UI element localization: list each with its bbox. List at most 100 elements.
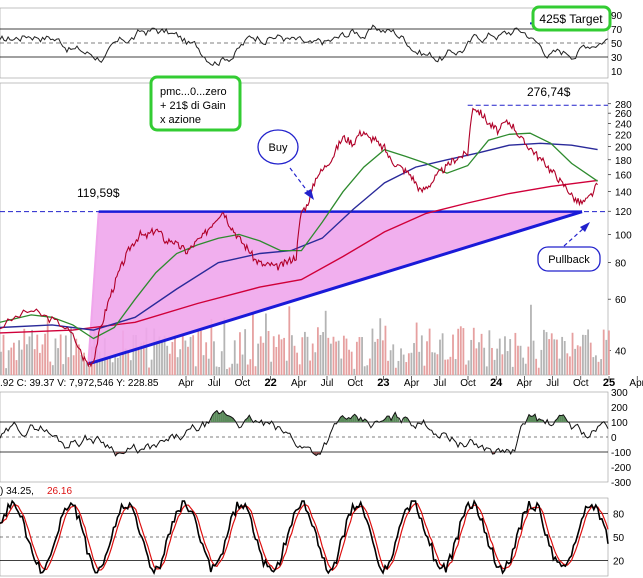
volume-bar [537, 367, 540, 375]
level-high-label: 276,74$ [527, 85, 571, 99]
volume-bar [309, 360, 311, 375]
pullback-arrow-line [563, 227, 585, 247]
volume-bar [322, 332, 324, 375]
volume-bar [142, 341, 145, 375]
trendline [87, 210, 583, 366]
volume-bar [366, 365, 369, 375]
osc-positive-fill [530, 416, 534, 422]
volume-bar [111, 362, 114, 375]
volume-bar [98, 351, 101, 375]
volume-bar [296, 352, 299, 375]
x-tick-label: 22 [264, 377, 276, 389]
volume-bar [597, 361, 600, 375]
volume-bar [358, 337, 361, 375]
volume-bar [345, 338, 348, 375]
volume-bar [174, 334, 176, 375]
volume-bar [587, 329, 590, 375]
volume-bar [192, 335, 195, 375]
volume-bar [155, 340, 158, 375]
volume-bar [28, 336, 31, 375]
volume-bar [20, 349, 23, 375]
pullback-label: Pullback [548, 254, 590, 266]
volume-bar [493, 359, 496, 375]
volume-bar [517, 345, 519, 375]
volume-bar [563, 340, 566, 375]
volume-bar [33, 349, 36, 375]
osc-tick: 100 [611, 418, 628, 429]
volume-bar [161, 340, 163, 375]
price-tick: 220 [615, 130, 632, 141]
x-tick-label: Oct [235, 378, 251, 389]
volume-bar [379, 318, 382, 375]
volume-bar [197, 328, 200, 375]
volume-bar [179, 349, 182, 375]
volume-bar [595, 355, 597, 375]
volume-bar [150, 359, 153, 375]
sma-mid-line [0, 142, 598, 331]
volume-bar [426, 341, 428, 375]
volume-bar [436, 354, 439, 375]
volume-bar [400, 348, 402, 375]
osc-positive-fill [346, 417, 349, 422]
price-tick: 280 [615, 100, 632, 111]
volume-bar [394, 367, 397, 375]
volume-bar [83, 352, 85, 375]
volume-bar [88, 365, 91, 375]
rsi-line [0, 24, 609, 67]
volume-bar [548, 339, 551, 375]
volume-bar [410, 352, 413, 375]
volume-bar [31, 329, 33, 375]
volume-bar [249, 359, 252, 375]
volume-bar [18, 340, 20, 375]
x-tick-label: 24 [490, 377, 503, 389]
volume-bar [353, 368, 356, 375]
volume-bar [561, 336, 564, 375]
volume-bar [405, 362, 408, 375]
volume-bar [589, 342, 592, 375]
rsi-panel: 90 70 50 30 10 [0, 7, 623, 79]
volume-bar [397, 360, 400, 375]
volume-bar [80, 354, 83, 375]
volume-bar [584, 335, 587, 375]
note-line-1: pmc...0...zero [160, 86, 227, 98]
volume-bar [140, 342, 143, 375]
x-tick-label: Oct [573, 378, 589, 389]
stoch-header-value: 26.16 [47, 486, 72, 497]
volume-bar [41, 344, 44, 375]
volume-bar [278, 334, 280, 375]
volume-bar [44, 333, 46, 375]
osc-tick: 0 [611, 433, 617, 444]
volume-bar [291, 335, 293, 375]
volume-bar [101, 358, 104, 375]
rsi-tick: 50 [611, 39, 623, 50]
rsi-tick: 70 [611, 25, 623, 36]
volume-bar [441, 333, 444, 375]
volume-bar [293, 345, 296, 375]
osc-line [0, 409, 609, 457]
volume-bar [342, 335, 345, 375]
volume-bar [127, 350, 130, 375]
volume-bar [46, 319, 49, 375]
osc-tick: -100 [611, 448, 631, 459]
volume-bar [181, 335, 184, 375]
volume-bar [194, 366, 197, 375]
pullback-callout: Pullback [537, 222, 601, 272]
volume-bar [462, 328, 465, 375]
note-box: pmc...0...zero + 21$ di Gain x azione [149, 75, 242, 132]
volume-bar [280, 339, 283, 375]
volume-bar [285, 360, 288, 375]
volume-bar [319, 335, 322, 375]
volume-bar [226, 368, 228, 375]
volume-bar [252, 311, 254, 375]
volume-bar [402, 354, 405, 375]
volume-bar [213, 341, 215, 375]
volume-bar [389, 350, 392, 375]
volume-bar [504, 336, 506, 375]
stochastic-panel: 80 50 20 [0, 497, 625, 577]
osc-positive-fill [561, 414, 564, 422]
volume-bar [527, 346, 530, 375]
volume-bar [220, 351, 223, 375]
volume-bar [506, 351, 509, 375]
volume-bar [569, 356, 571, 375]
